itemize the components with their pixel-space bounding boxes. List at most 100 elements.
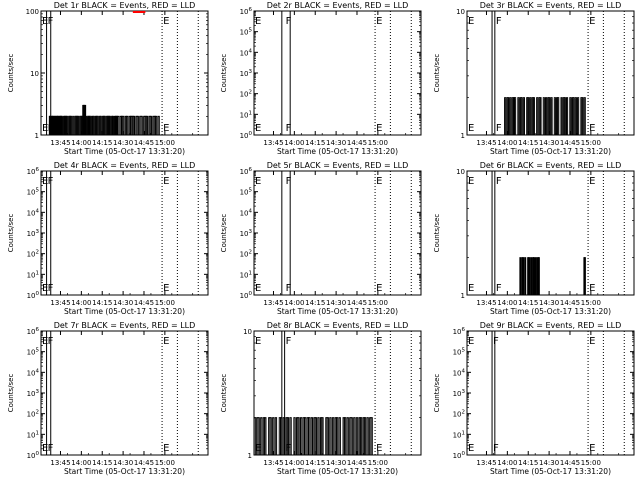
- y-tick-label: 101: [27, 430, 39, 439]
- y-tick-label: 103: [240, 229, 253, 238]
- y-tick-label: 100: [240, 131, 253, 140]
- panel-title: Det 6r BLACK = Events, RED = LLD: [480, 161, 622, 170]
- event-bar: [126, 115, 129, 136]
- marker-E: E: [589, 16, 595, 27]
- y-axis-label: Counts/sec: [433, 214, 441, 253]
- x-tick-label: 15:00: [368, 139, 388, 147]
- y-tick-label: 106: [240, 7, 253, 16]
- y-tick-label: 1: [461, 292, 465, 300]
- marker-E-bottom: E: [163, 123, 169, 134]
- event-bar: [282, 417, 286, 456]
- x-tick-label: 14:15: [305, 459, 325, 467]
- event-bar: [92, 115, 95, 136]
- x-tick-label: 13:45: [50, 299, 70, 307]
- marker-F-bottom: F: [286, 283, 292, 294]
- y-tick-label: 100: [27, 291, 40, 300]
- panel-title: Det 7r BLACK = Events, RED = LLD: [54, 321, 196, 330]
- marker-F-bottom: F: [286, 123, 292, 134]
- event-bar: [145, 115, 149, 136]
- y-axis-label: Counts/sec: [7, 374, 15, 413]
- event-bar: [528, 257, 531, 296]
- event-bar: [519, 257, 522, 296]
- marker-F: F: [496, 176, 502, 187]
- event-bar: [553, 97, 556, 136]
- y-tick-label: 104: [240, 48, 253, 57]
- y-tick-label: 105: [27, 188, 40, 197]
- y-tick-label: 102: [240, 90, 252, 99]
- x-tick-label: 13:45: [476, 299, 496, 307]
- marker-E: E: [163, 176, 169, 187]
- marker-F: F: [48, 176, 54, 187]
- marker-E-bottom: E: [376, 443, 382, 454]
- event-bar: [350, 417, 353, 456]
- y-tick-label: 1: [248, 452, 252, 460]
- detector-panel-4: Det 4r BLACK = Events, RED = LLD 100 101 10…: [7, 161, 209, 316]
- panel-title: Det 1r BLACK = Events, RED = LLD: [54, 1, 196, 10]
- event-bar: [154, 115, 158, 136]
- event-bar: [111, 115, 114, 136]
- marker-E: E: [42, 16, 48, 27]
- y-tick-label: 106: [453, 327, 466, 336]
- y-tick-label: 1: [461, 132, 465, 140]
- x-tick-label: 14:30: [113, 139, 133, 147]
- x-tick-label: 13:45: [263, 459, 283, 467]
- marker-E: E: [589, 176, 595, 187]
- x-tick-label: 14:15: [305, 299, 325, 307]
- detector-panel-1: Det 1r BLACK = Events, RED = LLD 1 10 100 Co…: [7, 1, 209, 156]
- event-bar: [522, 257, 525, 296]
- y-tick-label: 100: [26, 8, 39, 16]
- y-tick-label: 105: [240, 188, 253, 197]
- event-bar: [289, 417, 292, 456]
- event-bar: [507, 97, 510, 136]
- y-tick-label: 104: [240, 208, 253, 217]
- event-bar: [96, 115, 99, 136]
- y-tick-label: 10: [243, 328, 252, 336]
- event-bar: [565, 97, 569, 136]
- event-bar: [286, 417, 290, 456]
- event-bar: [338, 417, 341, 456]
- event-bar: [54, 115, 57, 136]
- event-bar: [335, 417, 339, 456]
- x-axis-label: Start Time (05-Oct-17 13:31:20): [277, 307, 398, 316]
- marker-E: E: [255, 336, 261, 347]
- marker-E-bottom: E: [163, 443, 169, 454]
- x-tick-label: 14:45: [560, 299, 580, 307]
- x-axis-label: Start Time (05-Oct-17 13:31:20): [490, 147, 611, 156]
- marker-E-bottom: E: [589, 443, 595, 454]
- y-tick-label: 102: [453, 410, 465, 419]
- marker-F: F: [286, 176, 292, 187]
- event-bar: [274, 417, 278, 456]
- x-tick-label: 15:00: [368, 459, 388, 467]
- event-bar: [359, 417, 363, 456]
- panel-title: Det 9r BLACK = Events, RED = LLD: [480, 321, 622, 330]
- x-tick-label: 14:45: [134, 139, 154, 147]
- event-bar: [122, 115, 125, 136]
- marker-E: E: [468, 336, 474, 347]
- y-tick-label: 105: [27, 348, 40, 357]
- event-bar: [363, 417, 367, 456]
- x-tick-label: 14:30: [539, 139, 559, 147]
- y-tick-label: 101: [453, 430, 465, 439]
- y-tick-label: 103: [27, 229, 40, 238]
- y-tick-label: 10: [30, 70, 39, 78]
- marker-F: F: [48, 336, 54, 347]
- marker-E-bottom: E: [42, 443, 48, 454]
- event-bar: [533, 257, 535, 296]
- x-tick-label: 14:45: [347, 459, 367, 467]
- x-tick-label: 14:15: [518, 459, 538, 467]
- panel-title: Det 4r BLACK = Events, RED = LLD: [54, 161, 196, 170]
- y-tick-label: 104: [27, 368, 40, 377]
- x-tick-label: 14:30: [539, 459, 559, 467]
- event-bar: [307, 417, 311, 456]
- x-axis-label: Start Time (05-Oct-17 13:31:20): [64, 467, 185, 476]
- event-bar: [574, 97, 577, 136]
- x-tick-label: 14:00: [284, 139, 304, 147]
- detector-panel-8: Det 8r BLACK = Events, RED = LLD 1 10 Count…: [220, 321, 422, 476]
- marker-E-bottom: E: [376, 283, 382, 294]
- event-bar: [355, 417, 359, 456]
- event-bar: [544, 97, 548, 136]
- marker-E-bottom: E: [255, 283, 261, 294]
- y-tick-label: 106: [27, 327, 40, 336]
- event-bar: [584, 257, 586, 296]
